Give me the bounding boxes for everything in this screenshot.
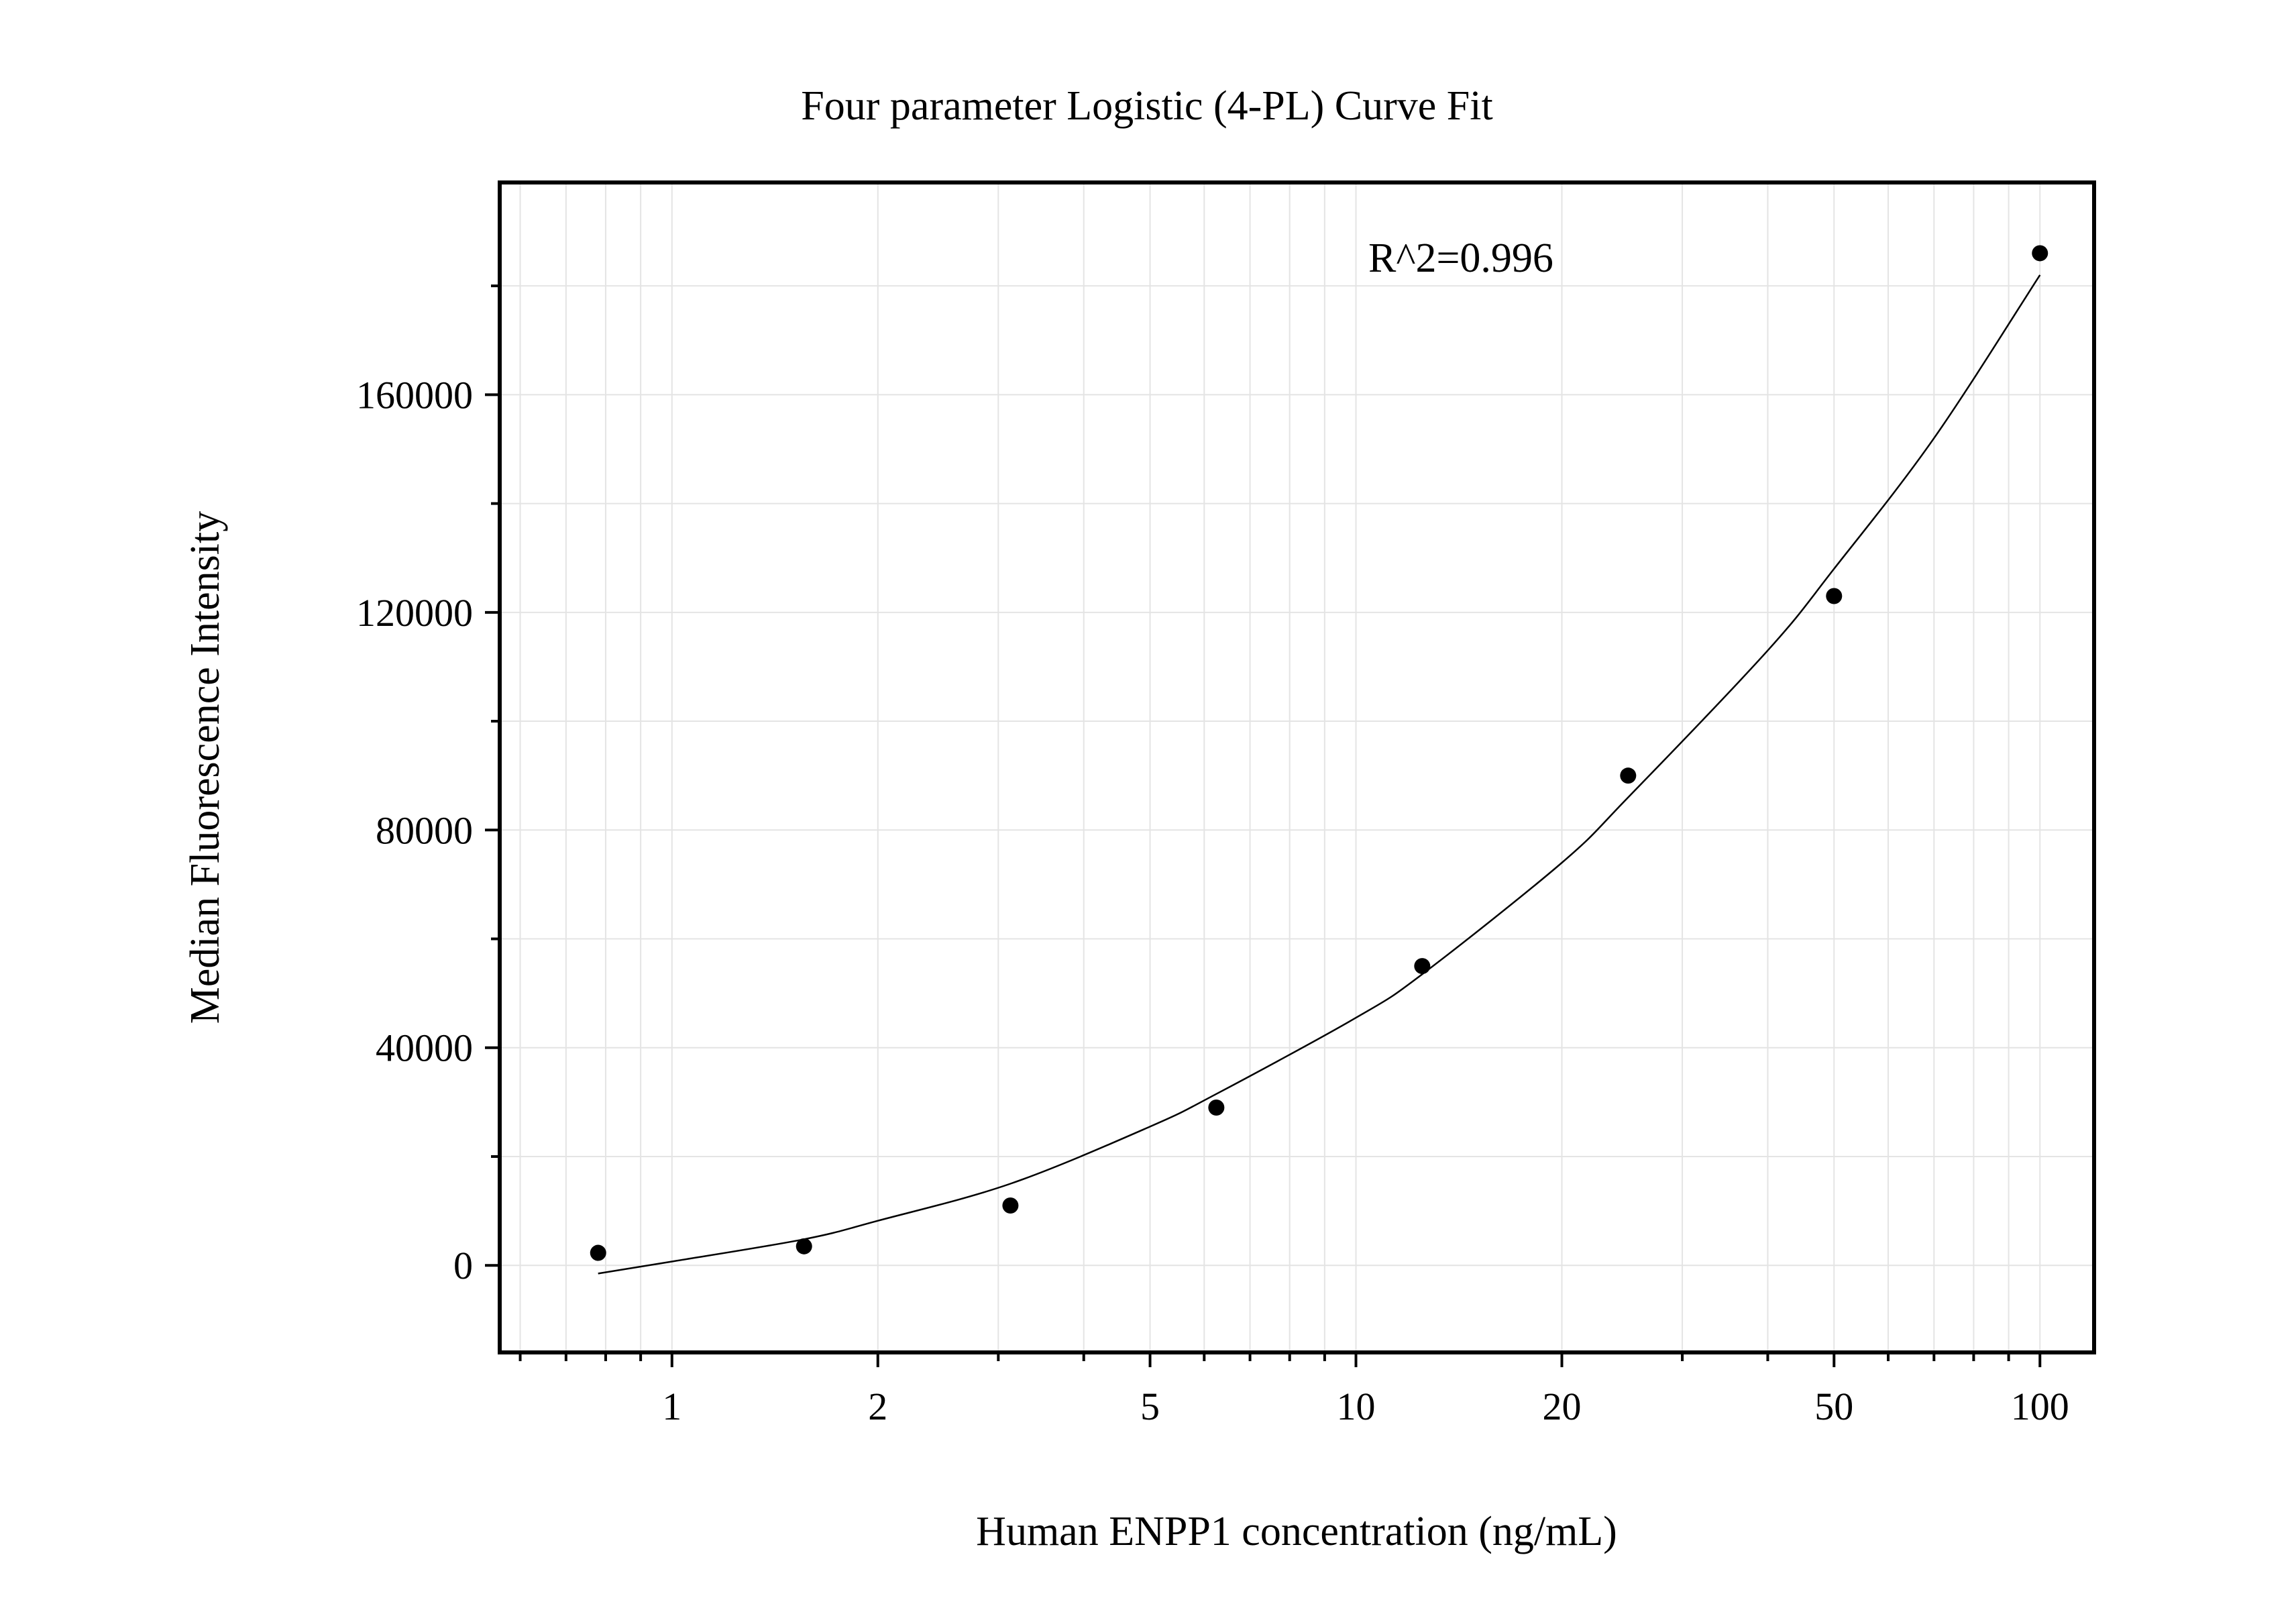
y-tick-label: 40000 bbox=[376, 1026, 473, 1070]
tick-labels-layer: 1 2 5 10 20 50 100 0 40000 80000 120000 160000 bbox=[356, 373, 2069, 1428]
x-tick-label: 50 bbox=[1814, 1385, 1853, 1428]
data-point bbox=[796, 1238, 812, 1254]
x-tick-label: 10 bbox=[1337, 1385, 1376, 1428]
y-axis-label: Median Fluorescence Intensity bbox=[182, 511, 228, 1024]
data-point bbox=[1414, 958, 1431, 975]
y-tick-label: 0 bbox=[453, 1244, 473, 1287]
x-tick-label: 1 bbox=[662, 1385, 681, 1428]
data-point bbox=[1208, 1099, 1225, 1116]
x-tick-label: 2 bbox=[868, 1385, 887, 1428]
data-point bbox=[590, 1244, 606, 1261]
y-tick-label: 120000 bbox=[356, 591, 473, 635]
ticks-layer bbox=[485, 284, 2042, 1367]
grid-layer bbox=[500, 182, 2094, 1352]
data-points-layer bbox=[590, 245, 2048, 1261]
x-axis-label: Human ENPP1 concentration (ng/mL) bbox=[976, 1509, 1617, 1554]
data-point bbox=[2032, 245, 2048, 262]
r-squared-annotation: R^2=0.996 bbox=[1368, 235, 1553, 281]
data-point bbox=[1620, 767, 1637, 784]
data-point bbox=[1002, 1197, 1019, 1214]
x-tick-label: 100 bbox=[2011, 1385, 2069, 1428]
chart-title: Four parameter Logistic (4-PL) Curve Fit bbox=[801, 83, 1492, 129]
data-point bbox=[1826, 588, 1843, 604]
x-tick-label: 5 bbox=[1140, 1385, 1160, 1428]
x-tick-label: 20 bbox=[1542, 1385, 1581, 1428]
fit-curve bbox=[598, 274, 2041, 1275]
y-tick-label: 80000 bbox=[376, 808, 473, 852]
plot-area-frame bbox=[498, 180, 2096, 1354]
y-tick-label: 160000 bbox=[356, 373, 473, 417]
